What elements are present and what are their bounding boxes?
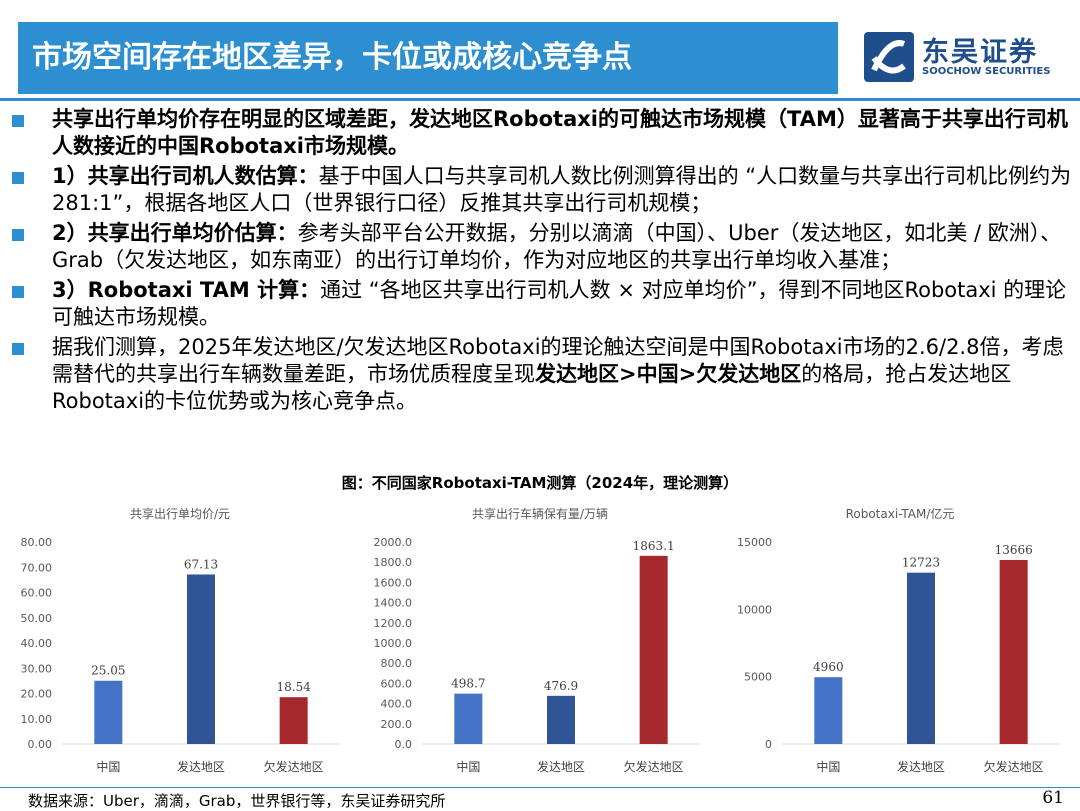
x-tick-label: 欠发达地区 [624,759,684,774]
y-tick-label: 400.0 [381,698,413,711]
y-tick-label: 0.0 [395,738,413,751]
page-title: 市场空间存在地区差异，卡位或成核心竞争点 [18,22,838,94]
y-tick-label: 80.00 [21,536,53,549]
y-tick-label: 10.00 [21,713,53,726]
bullet-item: 3）Robotaxi TAM 计算：通过 “各地区共享出行司机人数 × 对应单均… [10,277,1072,331]
bullet-square-icon [12,343,24,355]
data-label: 25.05 [91,664,125,678]
bullet-text: 的格局，抢占发达地区Robotaxi的卡位优势或为核心竞争点。 [52,362,1012,413]
bar [454,693,483,744]
bar [907,572,935,744]
y-tick-label: 0 [765,738,772,751]
y-tick-label: 5000 [744,671,772,684]
data-label: 12723 [902,556,940,570]
data-label: 18.54 [276,680,311,694]
bullet-bold-text: 发达地区>中国>欠发达地区 [535,362,802,386]
y-tick-label: 0.00 [28,738,53,751]
y-tick-label: 20.00 [21,688,53,701]
bullet-text: 基于中国人口与共享司机人数比例测算得出的 “人口数量与共享出行司机比例约为281… [52,164,1072,215]
x-tick-label: 中国 [456,759,480,774]
bar [999,559,1028,744]
y-tick-label: 15000 [737,536,772,549]
y-tick-label: 1200.0 [374,617,413,630]
figure-title: 图：不同国家Robotaxi-TAM测算（2024年，理论测算） [341,474,739,492]
logo-text-cn: 东吴证券 [922,37,1038,68]
data-label: 1863.1 [633,539,675,553]
bar [94,680,123,744]
chart-avg-fare: 共享出行单均价/元 0.00 10.00 20.00 30.00 40.00 50.00 60… [21,506,340,774]
bullet-square-icon [12,115,24,127]
y-tick-label: 70.00 [21,561,53,574]
chart-robotaxi-tam: Robotaxi-TAM/亿元 0 5000 10000 15000 4960 中国 1272… [737,506,1060,774]
bullet-item: 共享出行单均价存在明显的区域差距，发达地区Robotaxi的可触达市场规模（TA… [10,106,1072,160]
y-tick-label: 40.00 [21,637,53,650]
chart-title: 共享出行单均价/元 [130,506,230,521]
y-tick-label: 1600.0 [374,576,413,589]
data-label: 498.7 [451,677,485,691]
data-label: 4960 [813,660,844,674]
data-label: 476.9 [544,679,578,693]
bullet-text: 参考头部平台公开数据，分别以滴滴（中国）、Uber（发达地区，如北美 / 欧洲）… [52,221,1062,272]
footer-rule [0,787,1080,788]
x-tick-label: 发达地区 [537,759,585,774]
bar [814,677,843,744]
bullet-bold-text: 3）Robotaxi TAM 计算： [52,278,321,302]
bullet-list: 共享出行单均价存在明显的区域差距，发达地区Robotaxi的可触达市场规模（TA… [10,106,1072,418]
chart-vehicle-fleet: 共享出行车辆保有量/万辆 0.0 200.0 400.0 600.0 800.0 1000.… [374,506,700,774]
bar [547,695,575,744]
bullet-text: 通过 “各地区共享出行司机人数 × 对应单均价”，得到不同地区Robotaxi … [52,278,1067,329]
y-tick-label: 600.0 [381,677,413,690]
bar [279,697,308,744]
y-tick-label: 60.00 [21,587,53,600]
x-tick-label: 中国 [816,759,840,774]
x-tick-label: 发达地区 [177,759,225,774]
x-tick-label: 欠发达地区 [984,759,1044,774]
x-tick-label: 中国 [96,759,120,774]
x-tick-label: 发达地区 [897,759,945,774]
chart-title: Robotaxi-TAM/亿元 [846,506,955,521]
data-label: 13666 [995,543,1033,557]
bullet-bold-text: 共享出行单均价存在明显的区域差距，发达地区Robotaxi的可触达市场规模（TA… [52,107,1068,158]
bullet-item: 1）共享出行司机人数估算：基于中国人口与共享司机人数比例测算得出的 “人口数量与… [10,163,1072,217]
bullet-text: 据我们测算，2025年发达地区/欠发达地区Robotaxi的理论触达空间是中国R… [52,335,1064,386]
bullet-square-icon [12,172,24,184]
bullet-square-icon [12,286,24,298]
data-source: 数据来源：Uber，滴滴，Grab，世界银行等，东吴证券研究所 [28,792,446,810]
bar [187,574,215,744]
company-logo: 东吴证券 SOOCHOW SECURITIES [862,30,1067,86]
bullet-square-icon [12,229,24,241]
y-tick-label: 1000.0 [374,637,413,650]
soochow-logo-icon [864,32,914,82]
bullet-bold-text: 1）共享出行司机人数估算： [52,164,319,188]
data-label: 67.13 [184,557,218,571]
y-tick-label: 30.00 [21,662,53,675]
bar [639,555,668,744]
y-tick-label: 50.00 [21,612,53,625]
y-tick-label: 1400.0 [374,597,413,610]
chart-title: 共享出行车辆保有量/万辆 [472,506,608,521]
page-number: 61 [1042,788,1064,808]
bullet-item: 据我们测算，2025年发达地区/欠发达地区Robotaxi的理论触达空间是中国R… [10,334,1072,415]
bullet-bold-text: 2）共享出行单均价估算： [52,221,298,245]
y-tick-label: 10000 [737,603,772,616]
logo-text-en: SOOCHOW SECURITIES [922,66,1051,77]
y-tick-label: 800.0 [381,657,413,670]
header-rule [0,98,1080,101]
y-tick-label: 1800.0 [374,556,413,569]
x-tick-label: 欠发达地区 [264,759,324,774]
y-tick-label: 200.0 [381,718,413,731]
bullet-item: 2）共享出行单均价估算：参考头部平台公开数据，分别以滴滴（中国）、Uber（发达… [10,220,1072,274]
y-tick-label: 2000.0 [374,536,413,549]
